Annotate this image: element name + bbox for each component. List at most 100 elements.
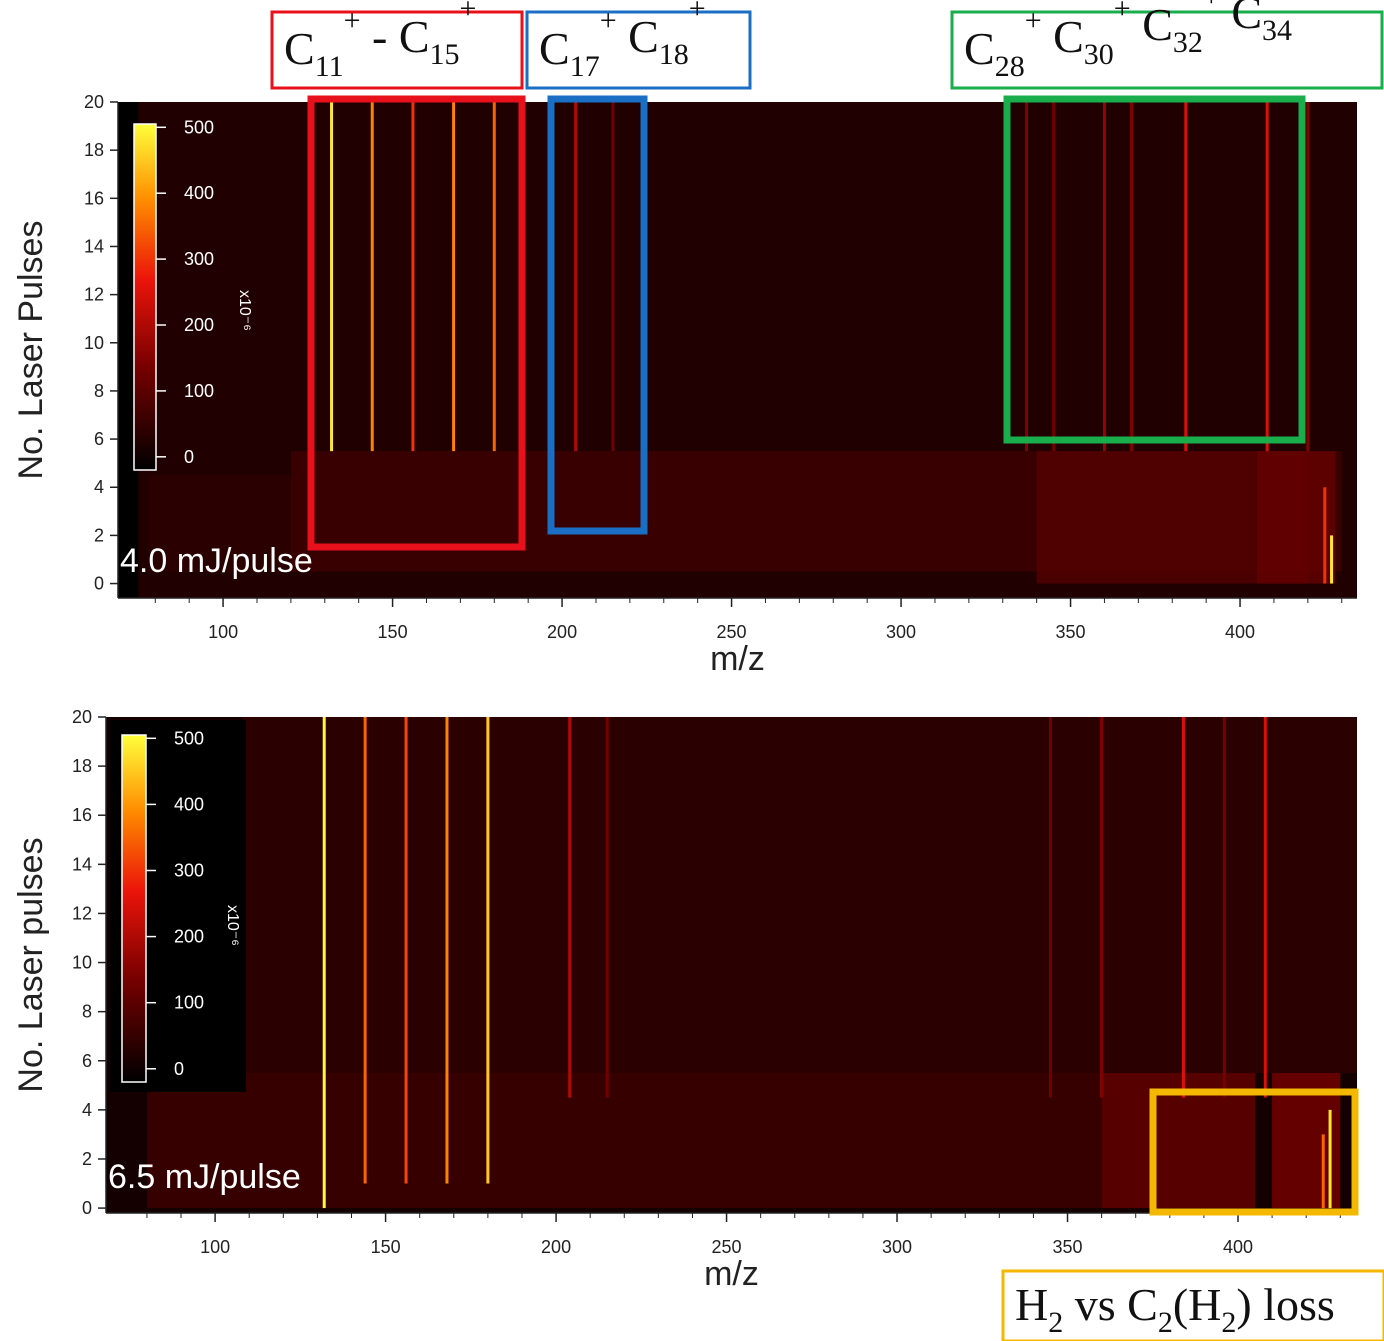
region-label: C11+ - C15+ [284,0,476,83]
peak-streak [1100,717,1104,1098]
y-tick-label: 12 [72,903,92,923]
y-tick-label: 20 [72,707,92,727]
y-tick-label: 18 [84,140,104,160]
y-tick-label: 6 [82,1051,92,1071]
x-tick-label: 300 [886,622,916,642]
peak-streak [1323,487,1327,584]
peak-streak [1024,102,1028,452]
x-tick-label: 200 [541,1237,571,1257]
heat-region [1256,451,1335,584]
x-tick-label: 100 [200,1237,230,1257]
y-tick-label: 4 [94,477,104,497]
y-tick-label: 8 [94,381,104,401]
y-tick-label: 10 [72,953,92,973]
label-part: C [539,23,570,74]
peak-streak [611,102,615,452]
region-box [307,95,526,551]
energy-label: 6.5 mJ/pulse [108,1158,301,1196]
label-part: vs C [1063,1279,1158,1330]
heat-region [148,475,291,572]
region-box [547,95,648,535]
x-tick-label: 300 [882,1237,912,1257]
label-part: C [964,23,995,74]
label-part: + [460,0,477,25]
peak-streak [322,717,326,1209]
y-tick-label: 16 [84,188,104,208]
colorbar-label: x10⁻⁶ [236,290,253,331]
x-tick-label: 200 [547,622,577,642]
colorbar-tick-label: 100 [184,381,214,401]
peak-streak [1048,717,1052,1098]
peak-streak [1306,102,1310,452]
peak-streak [1184,102,1188,452]
y-tick-label: 18 [72,756,92,776]
x-tick-label: 400 [1223,1237,1253,1257]
label-part: + [1025,4,1042,37]
label-part: 2 [1048,1306,1063,1339]
y-tick-label: 14 [72,854,92,874]
label-part: - C [361,11,430,62]
peak-streak [1321,1134,1325,1209]
heat-region [1101,1073,1256,1209]
peak-streak [1102,102,1106,452]
x-tick-label: 350 [1056,622,1086,642]
y-tick-label: 4 [82,1100,92,1120]
peak-streak [1265,102,1269,452]
region-label: C28+ C30+ C32+ C34+ [964,0,1309,83]
peak-streak [411,102,415,452]
y-tick-label: 6 [94,429,104,449]
peak-streak [330,102,334,452]
peak-streak [486,717,490,1184]
x-tick-label: 250 [717,622,747,642]
peak-streak [1181,717,1185,1098]
region-label: C17+ C18+ [539,0,706,83]
colorbar-tick-label: 400 [184,183,214,203]
x-tick-label: 350 [1052,1237,1082,1257]
y-tick-label: 10 [84,333,104,353]
label-part: C [1131,0,1173,50]
colorbar-tick-label: 200 [184,315,214,335]
peak-streak [492,102,496,452]
peak-streak [404,717,408,1184]
x-axis-label: m/z [710,640,765,678]
x-tick-label: 150 [378,622,408,642]
label-part: + [1114,0,1131,25]
heat-region [146,1073,1102,1209]
colorbar-tick-label: 300 [174,860,204,880]
peak-streak [1330,535,1334,584]
label-part: 2 [1158,1306,1173,1339]
peak-streak [1328,1109,1332,1209]
label-part: 34 [1262,14,1292,47]
label-part: 11 [315,50,344,83]
label-part: (H [1173,1279,1222,1330]
label-part: + [689,0,706,25]
peak-streak [1130,102,1134,452]
colorbar-tick-label: 100 [174,993,204,1013]
label-part: H [1015,1279,1048,1330]
label-part: ) loss [1236,1279,1334,1330]
label-part: C [284,23,315,74]
x-axis-label: m/z [704,1255,759,1293]
x-tick-label: 150 [371,1237,401,1257]
x-tick-label: 250 [712,1237,742,1257]
y-tick-label: 0 [82,1198,92,1218]
label-part: + [1203,0,1220,13]
label-box [270,10,524,90]
peak-streak [452,102,456,452]
label-part: 32 [1173,26,1203,59]
colorbar-tick-label: 400 [174,794,204,814]
label-part: 15 [430,38,460,71]
y-tick-label: 16 [72,805,92,825]
label-part: 17 [570,50,600,83]
peak-streak [363,717,367,1184]
peak-streak [1263,717,1267,1098]
colorbar-tick-label: 500 [184,117,214,137]
y-tick-label: 12 [84,285,104,305]
label-part: 2 [1221,1306,1236,1339]
label-part: + [1292,0,1309,1]
x-tick-label: 100 [208,622,238,642]
y-tick-label: 20 [84,92,104,112]
label-box [1001,1269,1384,1341]
colorbar [121,734,147,1083]
